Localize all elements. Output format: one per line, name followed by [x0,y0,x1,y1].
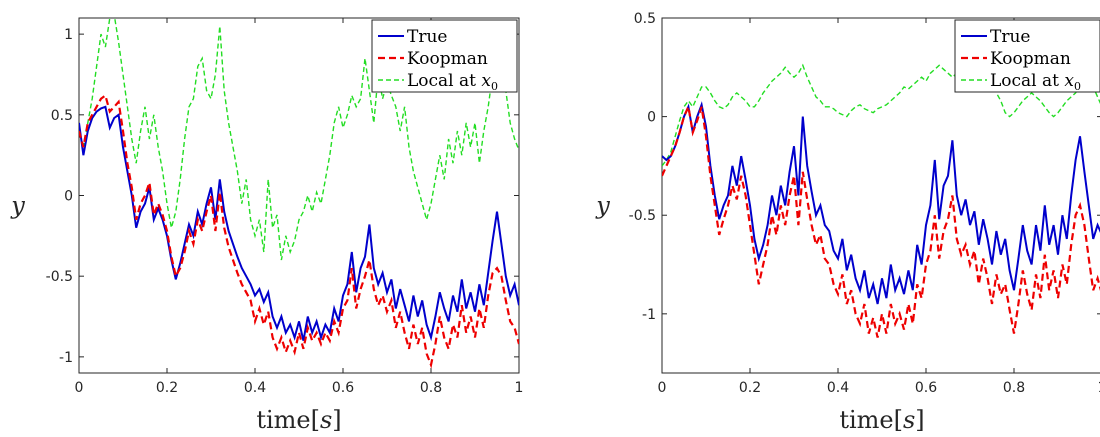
x-axis-label: time[s] [839,406,924,434]
series-line-local-at [662,56,1100,167]
legend-label: True [407,27,447,47]
y-tick-label: -0.5 [46,269,73,285]
x-tick-label: 0 [75,380,84,396]
chart-right: 0 0.2 0.4 0.6 0.8 1 -1 -0.5 0 0.5 time[s] y TrueKoop… [595,11,1100,434]
legend-label: Local at x0 [407,71,498,93]
x-tick-label: 0.6 [915,380,937,396]
legend-box [954,19,1100,93]
legend-label: Koopman [990,49,1071,69]
y-tick-label: 0 [64,189,73,205]
y-tick-label: 0.5 [634,11,656,27]
x-tick-label: 1 [515,380,524,396]
x-tick-label: 1 [1098,380,1100,396]
x-tick-label: 0.8 [1003,380,1025,396]
x-tick-label: 0.8 [420,380,442,396]
x-tick-label: 0.4 [244,380,266,396]
y-tick-label: 0.5 [51,108,73,124]
series-group [79,18,519,369]
legend-label: Koopman [407,49,488,69]
series-line-true [662,101,1100,305]
chart-left: 0 0.2 0.4 0.6 0.8 1 -1 -0.5 0 0.5 1 time[s] y TrueKoo… [10,17,524,434]
y-tick-label: -1 [642,307,656,323]
y-tick-label: -1 [59,350,73,366]
x-tick-label: 0.4 [827,380,849,396]
y-tick-label: 0 [647,110,656,126]
x-tick-label: 0 [658,380,667,396]
series-line-local-at [79,18,519,261]
y-axis-label: y [10,192,25,220]
series-group [662,56,1100,338]
x-tick-label: 0.2 [156,380,178,396]
x-tick-label: 0.2 [739,380,761,396]
x-axis-label: time[s] [256,406,341,434]
y-tick-label: 1 [64,27,73,43]
legend-label: True [990,27,1030,47]
y-axis-label: y [595,192,610,220]
x-tick-label: 0.6 [332,380,354,396]
y-tick-label: -0.5 [629,208,656,224]
legend-label: Local at x0 [990,71,1081,93]
